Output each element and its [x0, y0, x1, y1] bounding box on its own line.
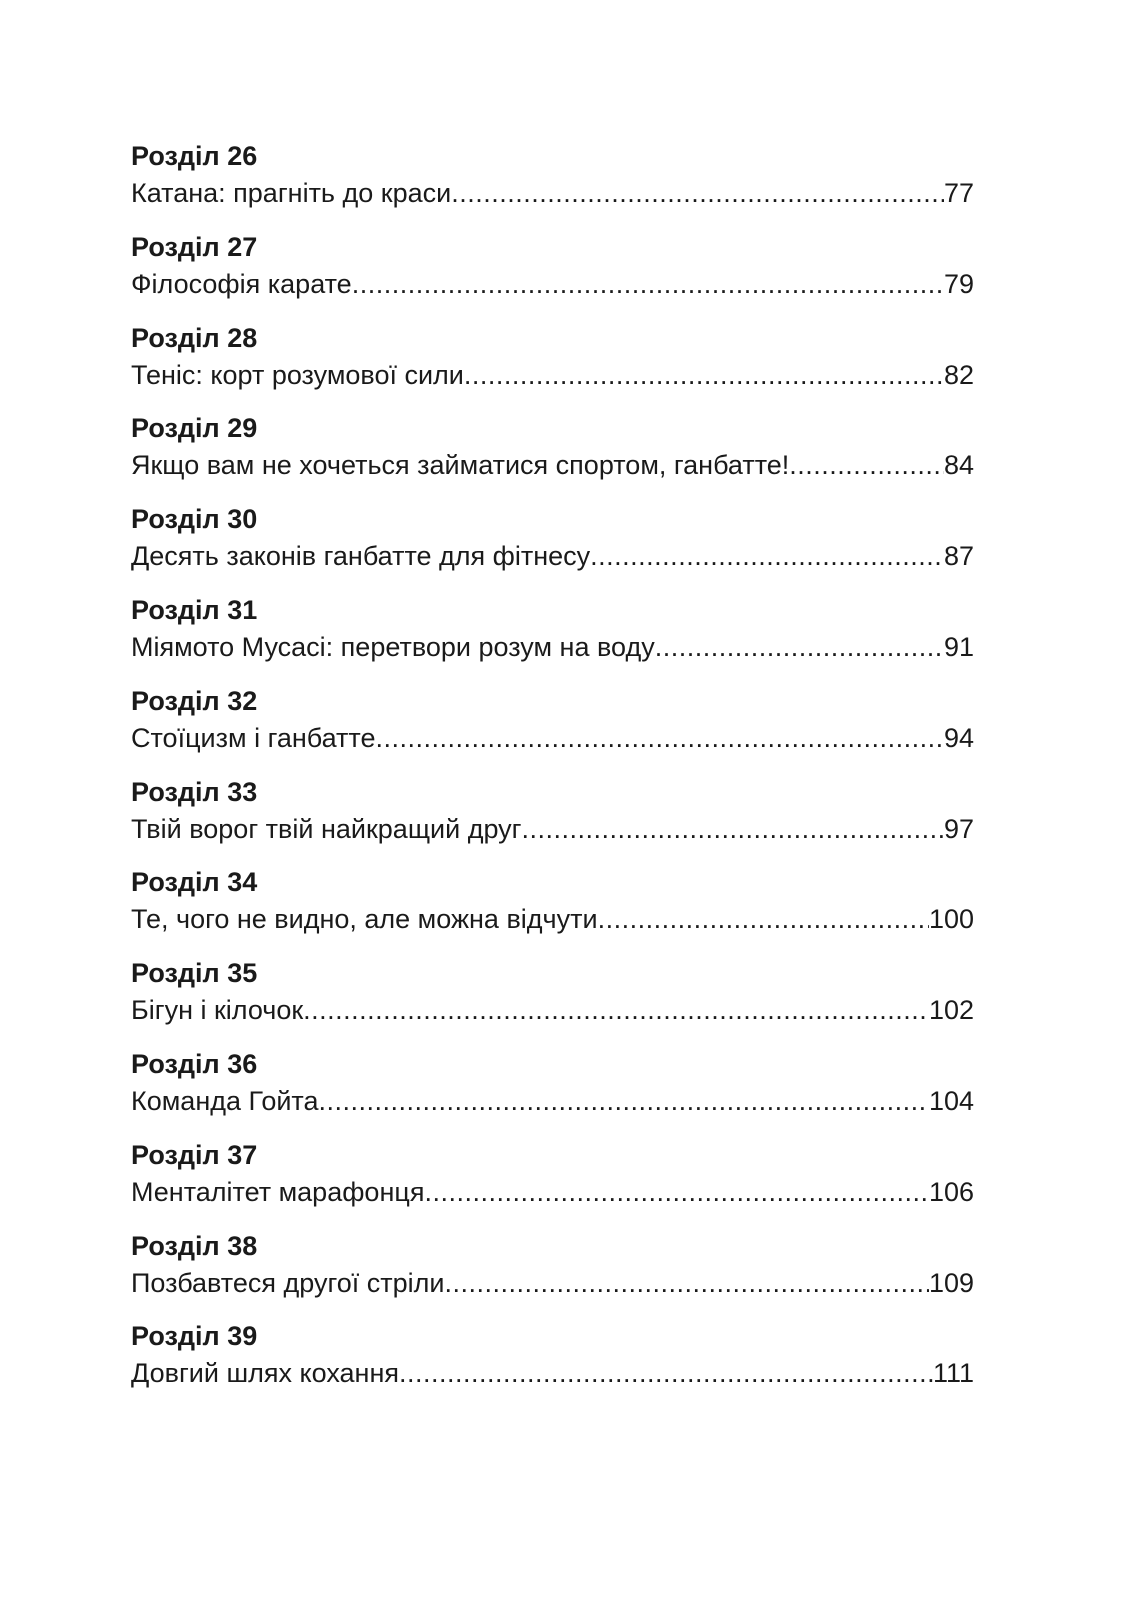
chapter-line[interactable]: Філософія карате .......................… — [131, 266, 974, 303]
chapter-line[interactable]: Твій ворог твій найкращий друг .........… — [131, 811, 974, 848]
chapter-title: Довгий шлях кохання — [131, 1358, 399, 1389]
chapter-heading: Розділ 26 — [131, 141, 258, 171]
page-number: 104 — [928, 1085, 974, 1116]
page-number: 106 — [928, 1176, 974, 1207]
dot-leader: ........................................… — [590, 541, 944, 572]
chapter-title: Філософія карате — [131, 268, 352, 299]
dot-leader: ........................................… — [521, 813, 944, 844]
chapter-title: Бігун і кілочок — [131, 995, 304, 1026]
page-number: 79 — [943, 268, 974, 299]
dot-leader: ........................................… — [463, 359, 944, 390]
page-number: 102 — [928, 995, 974, 1026]
chapter-line[interactable]: Менталітет марафонця ...................… — [131, 1174, 974, 1211]
chapter-title: Теніс: корт розумової сили — [131, 359, 464, 390]
chapter-title: Менталітет марафонця — [131, 1176, 425, 1207]
page-number: 100 — [928, 904, 974, 935]
chapter-title: Стоїцизм і ганбатте — [131, 722, 376, 753]
toc-entry: Розділ 33 Твій ворог твій найкращий друг … — [131, 774, 974, 865]
dot-leader: ........................................… — [424, 1176, 929, 1207]
page-number: 109 — [928, 1267, 974, 1298]
toc-entry: Розділ 28 Теніс: корт розумової сили ....… — [131, 320, 974, 411]
toc-entry: Розділ 31 Міямото Мусасі: перетвори розум… — [131, 592, 974, 683]
toc-entry: Розділ 32 Стоїцизм і ганбатте............… — [131, 683, 974, 774]
toc-entry: Розділ 26 Катана: прагніть до краси......… — [131, 138, 974, 229]
chapter-heading: Розділ 31 — [131, 594, 258, 625]
chapter-title: Катана: прагніть до краси — [131, 178, 452, 208]
dot-leader: ........................................… — [444, 1267, 928, 1298]
chapter-line[interactable]: Міямото Мусасі: перетвори розум на воду.… — [131, 629, 974, 666]
page-number: 111 — [932, 1358, 974, 1389]
chapter-line[interactable]: Теніс: корт розумової сили .............… — [131, 357, 974, 394]
toc-entry: Розділ 35 Бігун і кілочок................… — [131, 955, 974, 1046]
dot-leader: ........................................… — [654, 631, 944, 662]
chapter-heading: Розділ 39 — [131, 1321, 258, 1352]
page-number: 97 — [943, 813, 974, 844]
chapter-title: Якщо вам не хочеться займатися спортом, … — [131, 450, 790, 481]
toc-entry: Розділ 34 Те, чого не видно, але можна ві… — [131, 864, 974, 955]
chapter-title: Команда Гойта — [131, 1085, 319, 1116]
chapter-line[interactable]: Команда Гойта...........................… — [131, 1083, 974, 1120]
chapter-heading: Розділ 29 — [131, 413, 258, 444]
page-number: 94 — [943, 722, 974, 753]
page-number: 91 — [943, 631, 974, 662]
chapter-title: Позбавтеся другої стріли — [131, 1267, 445, 1298]
chapter-heading: Розділ 28 — [131, 322, 258, 353]
chapter-heading: Розділ 37 — [131, 1139, 258, 1170]
dot-leader: ........................................… — [789, 450, 944, 481]
toc-entry: Розділ 29 Якщо вам не хочеться займатися … — [131, 410, 974, 501]
toc-entry: Розділ 39 Довгий шлях кохання............… — [131, 1318, 974, 1409]
toc-entry: Розділ 37 Менталітет марафонця ..........… — [131, 1137, 974, 1228]
chapter-line[interactable]: Десять законів ганбатте для фітнесу ....… — [131, 538, 974, 575]
chapter-heading: Розділ 32 — [131, 685, 258, 716]
chapter-title: Десять законів ганбатте для фітнесу — [131, 541, 591, 572]
table-of-contents: Розділ 26 Катана: прагніть до краси......… — [131, 138, 974, 1409]
chapter-line[interactable]: Бігун і кілочок.........................… — [131, 992, 974, 1029]
chapter-line[interactable]: Якщо вам не хочеться займатися спортом, … — [131, 447, 974, 484]
chapter-line[interactable]: Позбавтеся другої стріли................… — [131, 1265, 974, 1302]
toc-entry: Розділ 30 Десять законів ганбатте для фіт… — [131, 501, 974, 592]
dot-leader: ........................................… — [451, 178, 944, 208]
page-number: 87 — [943, 541, 974, 572]
chapter-heading: Розділ 33 — [131, 776, 258, 807]
chapter-title: Те, чого не видно, але можна відчути — [131, 904, 598, 935]
dot-leader: ........................................… — [318, 1085, 929, 1116]
toc-entry: Розділ 36 Команда Гойта..................… — [131, 1046, 974, 1137]
chapter-heading: Розділ 34 — [131, 867, 258, 898]
dot-leader: ........................................… — [597, 904, 929, 935]
chapter-heading: Розділ 30 — [131, 504, 258, 535]
dot-leader: ........................................… — [351, 268, 944, 299]
chapter-heading: Розділ 27 — [131, 231, 258, 262]
page-number: 82 — [943, 359, 974, 390]
chapter-line[interactable]: Стоїцизм і ганбатте.....................… — [131, 720, 974, 757]
dot-leader: ........................................… — [303, 995, 929, 1026]
chapter-heading: Розділ 36 — [131, 1048, 258, 1079]
dot-leader: ........................................… — [375, 722, 944, 753]
chapter-line[interactable]: Катана: прагніть до краси...............… — [131, 175, 974, 212]
chapter-title: Міямото Мусасі: перетвори розум на воду — [131, 631, 655, 662]
toc-entry: Розділ 27 Філософія карате ..............… — [131, 229, 974, 320]
chapter-line[interactable]: Довгий шлях кохання.....................… — [131, 1355, 974, 1392]
dot-leader: ........................................… — [398, 1358, 933, 1389]
page-number: 77 — [943, 178, 974, 208]
chapter-heading: Розділ 38 — [131, 1230, 258, 1261]
chapter-title: Твій ворог твій найкращий друг — [131, 813, 522, 844]
chapter-line[interactable]: Те, чого не видно, але можна відчути ...… — [131, 901, 974, 938]
page-number: 84 — [943, 450, 974, 481]
toc-entry: Розділ 38 Позбавтеся другої стріли.......… — [131, 1228, 974, 1319]
chapter-heading: Розділ 35 — [131, 958, 258, 989]
